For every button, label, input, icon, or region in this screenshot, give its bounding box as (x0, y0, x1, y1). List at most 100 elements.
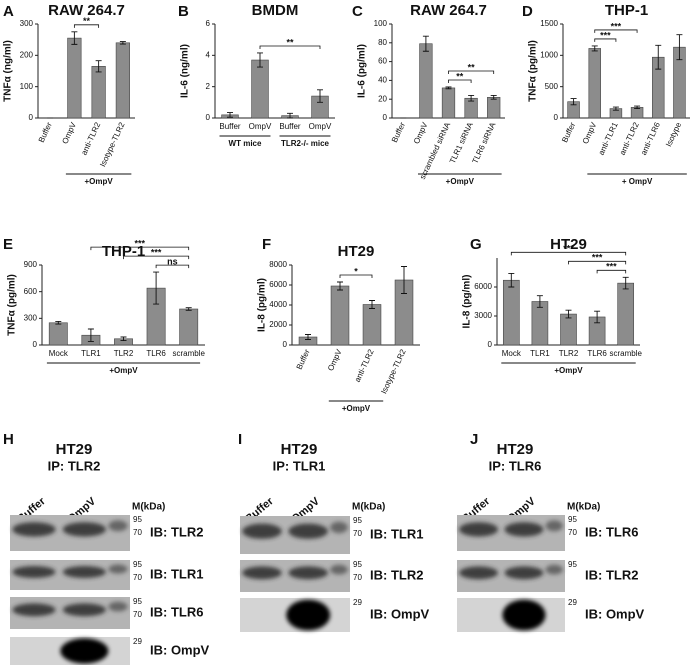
error-bar (565, 309, 572, 319)
bar (67, 37, 82, 119)
group-label: +OmpV (554, 366, 583, 375)
chart-title: HT29 (550, 236, 587, 253)
blot-band (288, 566, 329, 580)
y-tick-label: 2000 (269, 320, 287, 329)
blot-band (60, 638, 109, 664)
significance-bracket (155, 264, 190, 269)
blot-band (459, 522, 499, 537)
blot-strip (457, 560, 565, 592)
blot-strip (240, 560, 350, 592)
error-bar (612, 106, 619, 111)
bar (441, 87, 456, 119)
significance-label: *** (563, 244, 574, 254)
x-tick-label: TLR6 (587, 349, 607, 358)
x-tick-label: TLR1 (530, 349, 550, 358)
significance-bracket (123, 255, 190, 260)
error-bar (508, 273, 515, 288)
panel-letter: D (522, 3, 533, 20)
error-bar (120, 336, 127, 342)
x-tick-label: TLR6 siRNA (470, 120, 497, 165)
group-label: +OmpV (109, 366, 138, 375)
y-tick-label: 6 (206, 19, 211, 28)
blot-strip (240, 516, 350, 554)
y-tick-label: 20 (378, 94, 387, 103)
blot-band (330, 564, 348, 575)
error-bar (570, 98, 577, 106)
significance-label: *** (600, 30, 611, 40)
blot-strip (10, 597, 130, 629)
blot-band (108, 601, 128, 612)
marker-size: 95 (133, 560, 142, 569)
error-bar (153, 271, 160, 305)
y-tick-label: 0 (206, 113, 211, 122)
blot-strip (457, 598, 565, 632)
bar (617, 282, 635, 346)
marker-size: 70 (133, 528, 142, 537)
marker-label: M(kDa) (352, 502, 385, 513)
y-tick-label: 0 (488, 340, 493, 349)
significance-label: * (354, 266, 358, 276)
error-bar (119, 41, 126, 45)
ib-label: IB: TLR6 (585, 524, 638, 539)
marker-size: 95 (568, 515, 577, 524)
significance-label: ** (468, 62, 476, 72)
bar (115, 42, 130, 119)
blot-band (12, 603, 56, 617)
y-tick-label: 4000 (269, 300, 287, 309)
x-tick-label: OmpV (309, 122, 332, 131)
bar (48, 322, 68, 346)
significance-bracket (448, 79, 472, 83)
significance-bracket (339, 274, 373, 278)
x-tick-label: TLR6 (146, 349, 166, 358)
x-tick-label: Buffer (219, 122, 241, 131)
x-tick-label: Buffer (279, 122, 301, 131)
x-tick-label: OmpV (581, 120, 599, 145)
blot-title: HT29 (281, 441, 318, 458)
blot-band (12, 566, 56, 578)
y-axis-label: IL-6 (pg/ml) (357, 44, 368, 98)
marker-size: 29 (353, 598, 362, 607)
x-tick-label: Isotype (664, 120, 683, 148)
x-tick-label: Buffer (37, 121, 54, 144)
group-label: + OmpV (622, 177, 653, 186)
significance-bracket (73, 24, 100, 28)
significance-label: *** (611, 21, 622, 31)
error-bar (95, 60, 102, 73)
panel-letter: F (262, 236, 271, 253)
y-tick-label: 6000 (269, 280, 287, 289)
error-bar (490, 94, 497, 100)
ib-label: IB: TLR1 (150, 566, 203, 581)
x-tick-label: OmpV (60, 120, 78, 145)
error-bar (676, 34, 683, 61)
marker-size: 70 (353, 529, 362, 538)
blot-title: HT29 (497, 441, 534, 458)
y-tick-label: 6000 (474, 282, 492, 291)
marker-size: 95 (133, 597, 142, 606)
bar (330, 285, 350, 346)
x-tick-label: Buffer (560, 121, 577, 144)
y-tick-label: 40 (378, 76, 387, 85)
chart-title: BMDM (252, 2, 299, 19)
marker-size: 70 (133, 610, 142, 619)
error-bar (369, 300, 375, 309)
significance-label: ** (286, 37, 294, 47)
blot-strip (457, 515, 565, 551)
blot-band (545, 564, 563, 575)
y-tick-label: 100 (374, 19, 388, 28)
ib-label: IB: TLR6 (150, 604, 203, 619)
marker-size: 95 (568, 560, 577, 569)
blot-strip (240, 598, 350, 632)
bar (487, 97, 501, 119)
significance-label: *** (135, 238, 146, 248)
error-bar (55, 320, 62, 325)
error-bar (71, 31, 78, 45)
bar (502, 279, 520, 346)
y-tick-label: 80 (378, 38, 387, 47)
ib-label: IB: TLR2 (370, 567, 423, 582)
blot-band (330, 521, 348, 534)
panel-letter: C (352, 3, 363, 20)
y-tick-label: 900 (24, 260, 38, 269)
panel-letter: B (178, 3, 189, 20)
error-bar (655, 44, 662, 70)
